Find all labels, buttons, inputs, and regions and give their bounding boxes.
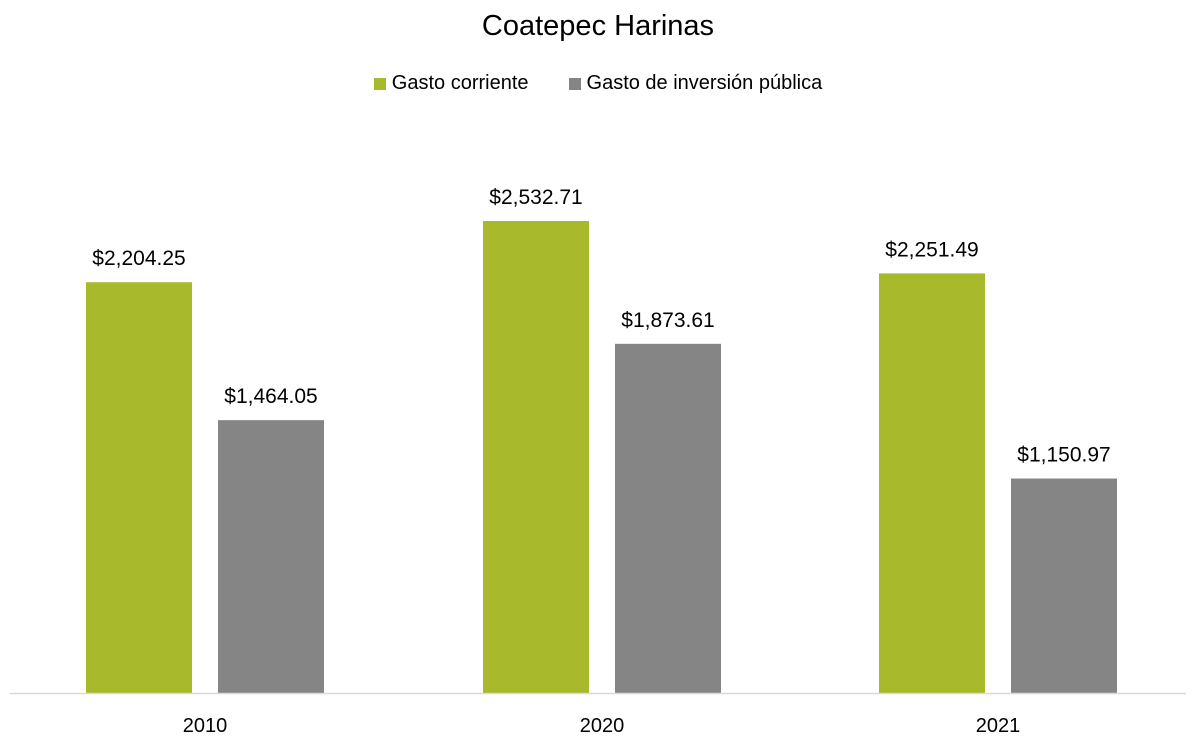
bar-2020-gasto-inversion (615, 343, 721, 693)
data-label-2021-gasto-inversion: $1,150.97 (1017, 444, 1110, 467)
data-label-2020-gasto-inversion: $1,873.61 (621, 309, 714, 332)
legend-item-gasto-inversion: Gasto de inversión pública (568, 72, 823, 95)
x-tick-label-2021: 2021 (976, 715, 1021, 737)
data-label-2020-gasto-corriente: $2,532.71 (489, 186, 582, 209)
bar-2021-gasto-inversion (1011, 478, 1117, 693)
legend-item-gasto-corriente: Gasto corriente (373, 72, 529, 95)
legend: Gasto corriente Gasto de inversión públi… (0, 72, 1196, 95)
bar-2020-gasto-corriente (483, 221, 589, 693)
bar-2021-gasto-corriente (879, 273, 985, 693)
legend-label-gasto-inversion: Gasto de inversión pública (586, 72, 823, 94)
bar-2010-gasto-corriente (86, 282, 192, 693)
chart-title: Coatepec Harinas (481, 10, 715, 42)
data-label-2010-gasto-inversion: $1,464.05 (224, 385, 317, 408)
bar-2010-gasto-inversion (218, 420, 324, 693)
data-label-2010-gasto-corriente: $2,204.25 (92, 247, 185, 270)
legend-swatch-gasto-inversion (568, 77, 581, 90)
x-tick-label-2020: 2020 (580, 715, 625, 737)
legend-label-gasto-corriente: Gasto corriente (391, 72, 529, 94)
data-label-2021-gasto-corriente: $2,251.49 (885, 238, 978, 261)
x-tick-label-2010: 2010 (183, 715, 228, 737)
legend-swatch-gasto-corriente (373, 77, 386, 90)
